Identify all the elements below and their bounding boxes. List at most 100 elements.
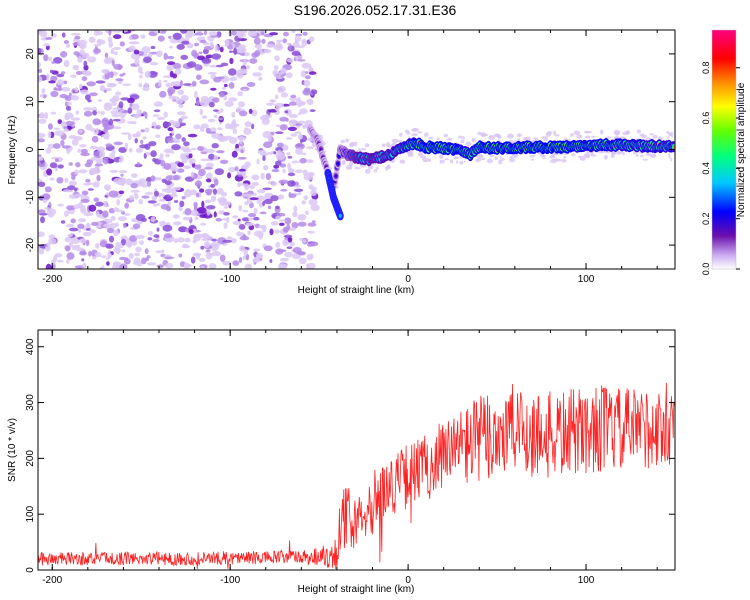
noise-speckle [48, 237, 57, 245]
noise-speckle [245, 253, 250, 261]
ridge-halo [668, 153, 671, 159]
noise-speckle [74, 169, 79, 175]
noise-speckle [292, 211, 298, 218]
noise-speckle [57, 203, 64, 207]
noise-speckle [113, 247, 122, 253]
noise-speckle [172, 32, 182, 40]
noise-speckle [179, 200, 185, 207]
noise-speckle [190, 256, 196, 264]
noise-speckle [93, 197, 100, 202]
noise-speckle [220, 191, 228, 197]
noise-speckle [143, 56, 152, 63]
ridge-halo [597, 150, 605, 154]
noise-speckle [128, 253, 134, 259]
ridge-halo [587, 130, 592, 134]
noise-speckle [81, 190, 89, 196]
noise-speckle [152, 158, 157, 162]
noise-speckle [88, 204, 97, 212]
ridge-halo [404, 129, 410, 134]
noise-speckle [280, 67, 287, 74]
noise-speckle [64, 177, 69, 183]
noise-speckle [258, 65, 264, 71]
ridge-halo [476, 154, 483, 159]
noise-speckle [68, 162, 73, 166]
noise-speckle [274, 94, 279, 100]
noise-speckle [77, 148, 82, 153]
noise-speckle [260, 31, 265, 36]
noise-speckle [273, 164, 280, 169]
noise-speckle [275, 106, 280, 112]
noise-speckle [238, 205, 243, 212]
noise-speckle [115, 91, 122, 96]
ridge-halo [465, 141, 472, 147]
ridge-halo [577, 155, 582, 158]
noise-speckle [239, 30, 248, 35]
ridge-halo [532, 154, 536, 157]
noise-speckle [101, 133, 111, 138]
noise-speckle [211, 143, 219, 149]
noise-speckle [286, 72, 293, 79]
colorbar-tick-label: 0.0 [701, 263, 711, 276]
noise-speckle [129, 235, 138, 242]
noise-speckle [54, 130, 65, 137]
noise-speckle [271, 182, 278, 186]
noise-speckle [124, 202, 129, 209]
noise-speckle [213, 211, 217, 218]
noise-speckle [289, 97, 298, 101]
noise-speckle [308, 36, 315, 43]
noise-speckle [190, 171, 194, 178]
noise-speckle [233, 47, 238, 55]
noise-speckle [146, 176, 152, 183]
noise-speckle [130, 189, 140, 193]
noise-speckle [54, 158, 59, 163]
ridge-halo [324, 150, 327, 154]
noise-speckle [65, 42, 70, 49]
noise-speckle [64, 236, 72, 243]
noise-speckle [109, 97, 118, 103]
noise-speckle [311, 89, 318, 95]
noise-speckle [293, 205, 298, 213]
noise-speckle [180, 30, 188, 34]
ridge-halo [545, 131, 552, 137]
noise-speckle [241, 217, 250, 222]
snr-ylabel: SNR (10 * v/v) [7, 418, 18, 482]
noise-speckle [167, 201, 172, 206]
noise-speckle [48, 201, 52, 209]
noise-speckle [194, 64, 202, 71]
ridge-halo [640, 154, 644, 158]
noise-speckle [221, 86, 227, 90]
noise-speckle [119, 73, 124, 77]
ridge-halo [496, 134, 502, 139]
y-tick-label: 300 [25, 394, 36, 411]
noise-speckle [92, 118, 101, 126]
noise-speckle [238, 168, 246, 172]
noise-speckle [70, 218, 76, 224]
noise-speckle [232, 215, 239, 219]
noise-speckle [87, 99, 92, 103]
ridge-halo [573, 130, 581, 135]
noise-speckle [181, 156, 188, 164]
ridge-halo [419, 155, 427, 159]
noise-speckle [102, 157, 109, 165]
noise-speckle [73, 51, 80, 56]
noise-speckle [103, 184, 112, 191]
noise-speckle [72, 64, 80, 71]
ridge-halo [411, 133, 418, 137]
noise-speckle [100, 110, 105, 116]
noise-speckle [194, 180, 203, 188]
noise-speckle [205, 191, 212, 196]
noise-speckle [103, 89, 107, 93]
noise-speckle [141, 195, 150, 199]
noise-speckle [144, 191, 154, 195]
noise-speckle [139, 74, 143, 79]
noise-speckle [77, 56, 83, 63]
noise-speckle [38, 132, 46, 138]
y-tick-label: 10 [25, 96, 36, 108]
noise-speckle [63, 80, 68, 85]
noise-speckle [153, 101, 163, 107]
colorbar-gradient [712, 30, 736, 269]
noise-speckle [147, 262, 157, 266]
noise-speckle [149, 61, 158, 66]
noise-speckle [96, 174, 101, 182]
noise-speckle [83, 110, 93, 117]
